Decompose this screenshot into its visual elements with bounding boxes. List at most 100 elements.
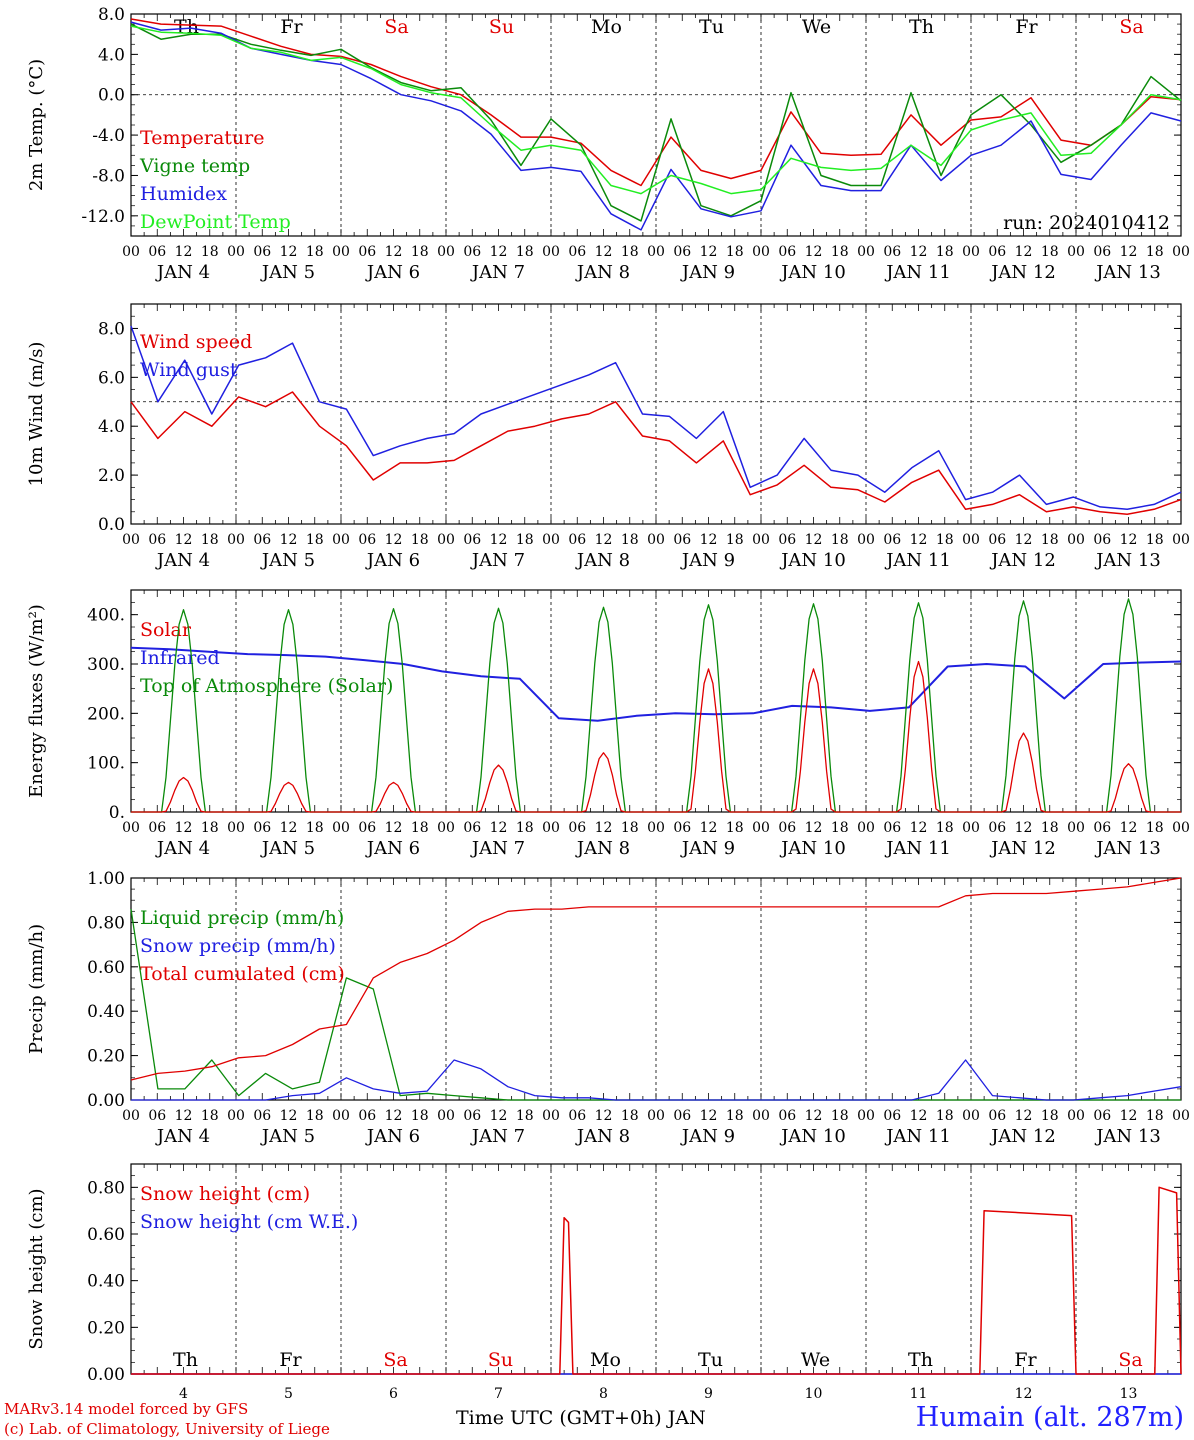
hour-tick-label: 12 bbox=[595, 1108, 613, 1124]
hour-tick-label: 00 bbox=[227, 820, 245, 836]
date-label: JAN 4 bbox=[155, 1126, 210, 1147]
hour-tick-label: 12 bbox=[700, 820, 718, 836]
date-label: JAN 11 bbox=[884, 262, 951, 283]
hour-tick-label: 18 bbox=[1146, 1108, 1164, 1124]
hour-tick-label: 06 bbox=[568, 1108, 586, 1124]
hour-tick-label: 12 bbox=[490, 820, 508, 836]
hour-tick-label: 06 bbox=[463, 244, 481, 260]
hour-tick-label: 06 bbox=[883, 532, 901, 548]
hour-tick-label: 06 bbox=[778, 244, 796, 260]
hour-tick-label: 00 bbox=[542, 532, 560, 548]
date-label: JAN 12 bbox=[989, 550, 1056, 571]
date-label: JAN 9 bbox=[680, 550, 735, 571]
hour-tick-label: 00 bbox=[647, 532, 665, 548]
y-tick-label: 100. bbox=[87, 754, 125, 774]
hour-tick-label: 00 bbox=[1172, 820, 1190, 836]
y-tick-label: 4.0 bbox=[98, 417, 125, 437]
hour-tick-label: 12 bbox=[1120, 820, 1138, 836]
hour-tick-label: 18 bbox=[831, 532, 849, 548]
y-tick-label: -4.0 bbox=[92, 126, 125, 146]
hour-tick-label: 12 bbox=[805, 1108, 823, 1124]
hour-tick-label: 12 bbox=[1015, 1108, 1033, 1124]
hour-tick-label: 12 bbox=[910, 532, 928, 548]
hour-tick-label: 18 bbox=[1041, 820, 1059, 836]
hour-tick-label: 06 bbox=[673, 244, 691, 260]
legend-entry: Humidex bbox=[140, 183, 227, 205]
hour-tick-label: 18 bbox=[411, 820, 429, 836]
weekday-label: Sa bbox=[1119, 16, 1143, 38]
y-tick-label: 2.0 bbox=[98, 466, 125, 486]
hour-tick-label: 18 bbox=[516, 532, 534, 548]
weekday-label: Tu bbox=[698, 1349, 723, 1371]
weekday-label: Sa bbox=[383, 1349, 407, 1371]
legend-entry: Snow precip (mm/h) bbox=[140, 935, 336, 957]
hour-tick-label: 00 bbox=[962, 1108, 980, 1124]
date-label: JAN 5 bbox=[260, 838, 315, 859]
panel-2: 0.0 2.0 4.0 6.0 8.0 10m Wind (m/s) 00 06 12 18 00 0… bbox=[26, 303, 1190, 571]
hour-tick-label: 06 bbox=[1093, 1108, 1111, 1124]
y-tick-label: 0.80 bbox=[87, 1178, 125, 1198]
panel-3: 0. 100. 200. 300. 400. Energy fluxes (W/m²) 00… bbox=[26, 589, 1190, 859]
hour-tick-label: 00 bbox=[1172, 1108, 1190, 1124]
hour-tick-label: 06 bbox=[778, 1108, 796, 1124]
hour-tick-label: 06 bbox=[1093, 244, 1111, 260]
weekday-label: Fr bbox=[279, 1349, 302, 1371]
hour-tick-label: 00 bbox=[1067, 1108, 1085, 1124]
weekday-label: Fr bbox=[1014, 1349, 1037, 1371]
y-tick-label: 8.0 bbox=[98, 5, 125, 25]
date-label: JAN 7 bbox=[470, 262, 525, 283]
day-number-label: 10 bbox=[805, 1386, 823, 1402]
wind-series-line bbox=[130, 325, 1182, 511]
y-tick-label: 0.20 bbox=[87, 1318, 125, 1338]
date-label: JAN 4 bbox=[155, 550, 210, 571]
weekday-label: Fr bbox=[280, 16, 303, 38]
panel-4: 0.00 0.20 0.40 0.60 0.80 1.00 Precip (mm/h) 00 0… bbox=[26, 869, 1190, 1147]
date-label: JAN 5 bbox=[260, 550, 315, 571]
hour-tick-label: 00 bbox=[857, 1108, 875, 1124]
y-tick-label: 0.60 bbox=[87, 1225, 125, 1245]
hour-tick-label: 00 bbox=[962, 244, 980, 260]
hour-tick-label: 18 bbox=[516, 244, 534, 260]
hour-tick-label: 18 bbox=[411, 532, 429, 548]
date-label: JAN 5 bbox=[260, 1126, 315, 1147]
hour-tick-label: 00 bbox=[437, 820, 455, 836]
hour-tick-label: 18 bbox=[1041, 532, 1059, 548]
hour-tick-label: 00 bbox=[437, 244, 455, 260]
hour-tick-label: 18 bbox=[621, 820, 639, 836]
hour-tick-label: 00 bbox=[962, 820, 980, 836]
y-axis-label: 2m Temp. (°C) bbox=[26, 59, 47, 191]
hour-tick-label: 12 bbox=[805, 532, 823, 548]
hour-tick-label: 06 bbox=[463, 532, 481, 548]
hour-tick-label: 06 bbox=[148, 244, 166, 260]
hour-tick-label: 00 bbox=[752, 532, 770, 548]
hour-tick-label: 18 bbox=[201, 820, 219, 836]
hour-tick-label: 12 bbox=[280, 820, 298, 836]
hour-tick-label: 06 bbox=[463, 1108, 481, 1124]
y-tick-label: -8.0 bbox=[92, 166, 125, 186]
hour-tick-label: 18 bbox=[516, 820, 534, 836]
weekday-label: Fr bbox=[1015, 16, 1038, 38]
hour-tick-label: 00 bbox=[122, 820, 140, 836]
date-label: JAN 4 bbox=[155, 262, 210, 283]
day-number-label: 6 bbox=[389, 1386, 398, 1402]
hour-tick-label: 06 bbox=[1093, 532, 1111, 548]
hour-tick-label: 12 bbox=[595, 244, 613, 260]
temp-series-line bbox=[130, 23, 1182, 222]
legend-entry: Solar bbox=[140, 619, 192, 641]
date-label: JAN 6 bbox=[365, 262, 420, 283]
date-label: JAN 13 bbox=[1094, 838, 1161, 859]
legend-entry: Liquid precip (mm/h) bbox=[140, 907, 344, 929]
hour-tick-label: 06 bbox=[148, 1108, 166, 1124]
legend-entry: DewPoint Temp bbox=[140, 211, 291, 233]
y-tick-label: 300. bbox=[87, 655, 125, 675]
snow-height-line bbox=[131, 1186, 1182, 1375]
hour-tick-label: 12 bbox=[1015, 532, 1033, 548]
hour-tick-label: 00 bbox=[647, 244, 665, 260]
hour-tick-label: 12 bbox=[490, 532, 508, 548]
hour-tick-label: 00 bbox=[542, 244, 560, 260]
hour-tick-label: 00 bbox=[857, 532, 875, 548]
hour-tick-label: 06 bbox=[988, 532, 1006, 548]
hour-tick-label: 18 bbox=[411, 1108, 429, 1124]
hour-tick-label: 12 bbox=[385, 244, 403, 260]
date-label: JAN 12 bbox=[989, 262, 1056, 283]
